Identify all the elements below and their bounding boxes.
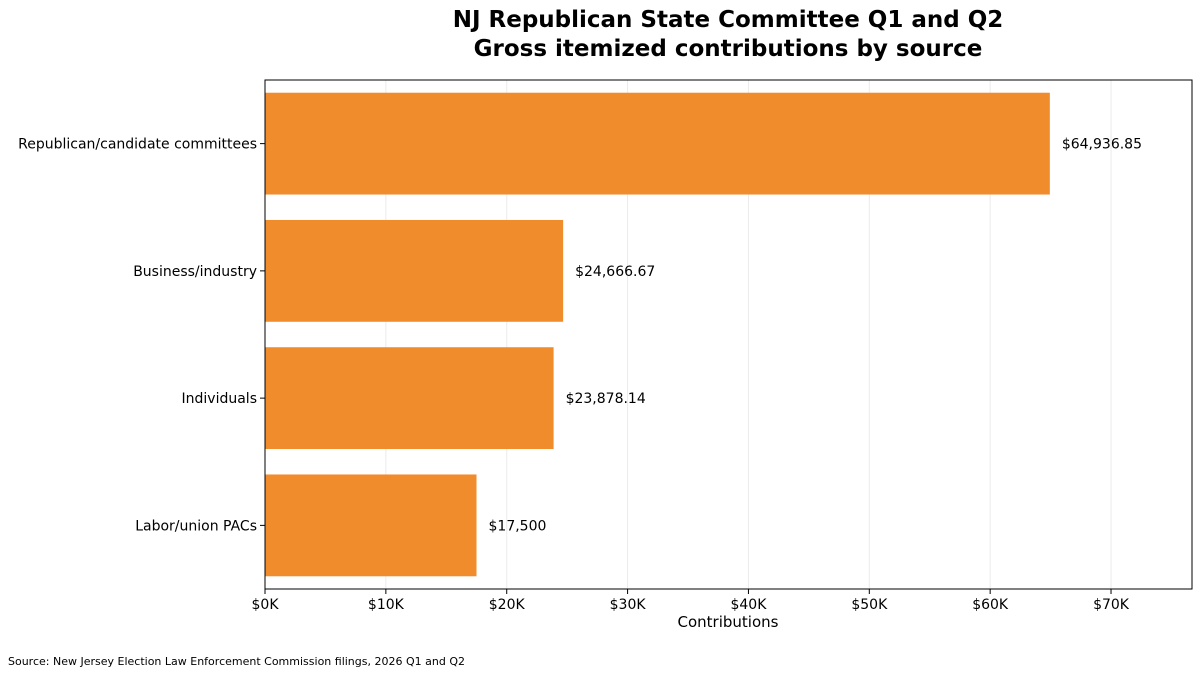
source-note: Source: New Jersey Election Law Enforcem… bbox=[8, 655, 465, 668]
x-axis: $0K $10K $20K $30K $40K $50K $60K $70K bbox=[252, 589, 1130, 613]
x-tick-label: $30K bbox=[610, 597, 647, 613]
y-tick-label: Individuals bbox=[182, 391, 257, 407]
bar bbox=[265, 219, 564, 322]
plot-frame bbox=[264, 79, 1193, 590]
chart-title-line: NJ Republican State Committee Q1 and Q2 bbox=[453, 7, 1004, 33]
bar bbox=[265, 474, 477, 577]
y-tick-label: Business/industry bbox=[133, 264, 257, 280]
bar bbox=[265, 347, 554, 450]
x-tick-label: $10K bbox=[368, 597, 405, 613]
bars: $64,936.85 $24,666.67 $23,878.14 $17,500 bbox=[265, 92, 1142, 577]
x-tick-label: $0K bbox=[252, 597, 280, 613]
bar-data-label: $24,666.67 bbox=[575, 264, 655, 280]
x-tick-label: $70K bbox=[1093, 597, 1130, 613]
bar-data-label: $23,878.14 bbox=[566, 391, 646, 407]
x-tick-label: $60K bbox=[972, 597, 1009, 613]
y-tick-label: Republican/candidate committees bbox=[18, 137, 257, 153]
y-axis: Republican/candidate committees Business/… bbox=[18, 137, 265, 534]
bar-data-label: $64,936.85 bbox=[1062, 137, 1142, 153]
chart-title-line: Gross itemized contributions by source bbox=[474, 36, 983, 62]
x-axis-label: Contributions bbox=[678, 613, 779, 631]
x-tick-label: $50K bbox=[851, 597, 888, 613]
y-tick-label: Labor/union PACs bbox=[135, 518, 257, 534]
x-tick-label: $20K bbox=[489, 597, 526, 613]
bar bbox=[265, 92, 1050, 195]
x-tick-label: $40K bbox=[730, 597, 767, 613]
chart-title: NJ Republican State Committee Q1 and Q2 G… bbox=[453, 7, 1004, 62]
bar-data-label: $17,500 bbox=[489, 518, 547, 534]
